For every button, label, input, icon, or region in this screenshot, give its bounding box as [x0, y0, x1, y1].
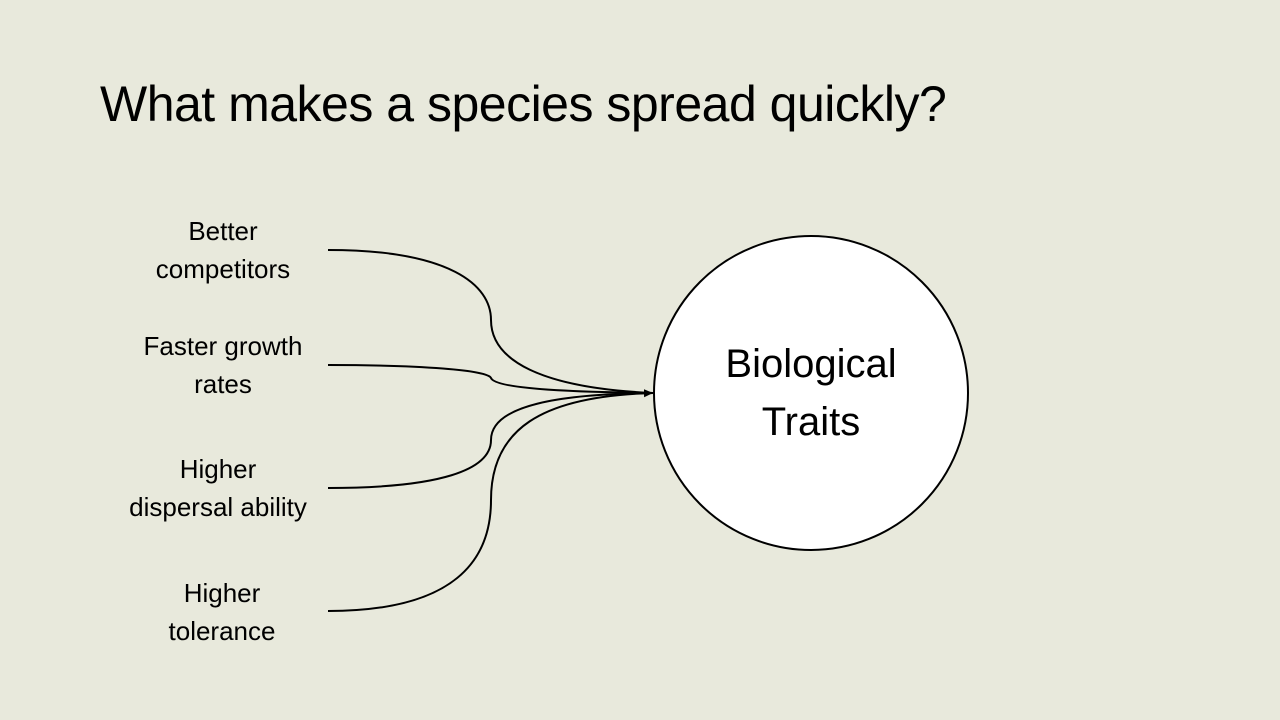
slide-title: What makes a species spread quickly? [100, 76, 947, 132]
trait-label-higher-tolerance: Higher tolerance [112, 574, 332, 650]
trait-line1: Better [188, 216, 258, 246]
trait-label-better-competitors: Better competitors [113, 212, 333, 288]
trait-line2: competitors [155, 254, 291, 284]
trait-line1: Faster growth [143, 331, 303, 361]
trait-label-faster-growth: Faster growth rates [103, 327, 343, 403]
connector-higher-dispersal [327, 392, 654, 489]
biological-traits-circle [653, 235, 969, 551]
circle-label: Biological Traits [652, 335, 970, 451]
connector-higher-tolerance [327, 389, 654, 612]
connector-better-competitors [327, 249, 654, 394]
trait-line2: dispersal ability [129, 492, 307, 522]
trait-label-higher-dispersal: Higher dispersal ability [98, 450, 338, 526]
circle-label-line2: Traits [761, 400, 861, 444]
circle-label-line1: Biological [725, 342, 897, 386]
connector-faster-growth [327, 364, 654, 394]
trait-line1: Higher [179, 454, 257, 484]
trait-line1: Higher [183, 578, 261, 608]
trait-line2: tolerance [168, 616, 276, 646]
trait-line2: rates [194, 369, 252, 399]
